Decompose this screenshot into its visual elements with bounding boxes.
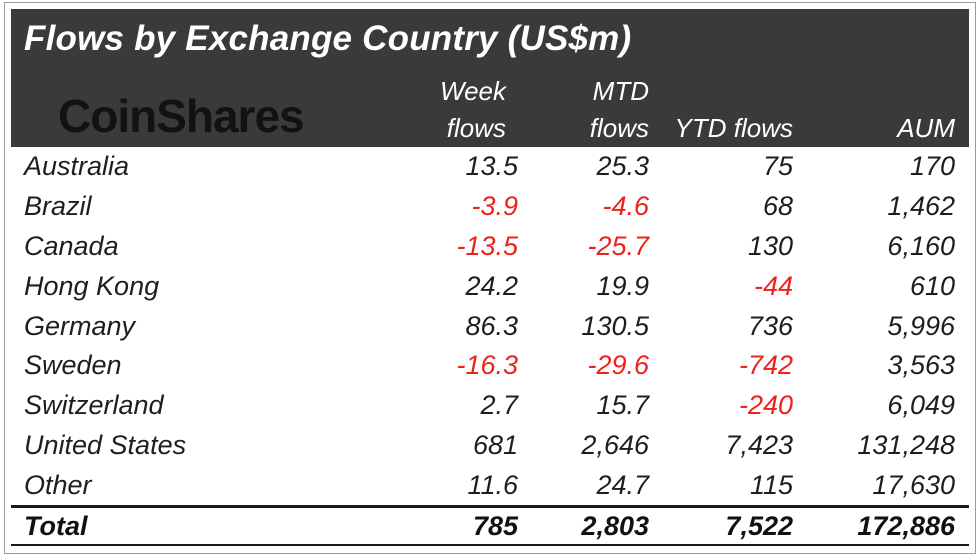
cell-mtd: -4.6: [602, 191, 649, 222]
column-header-line: AUM: [897, 113, 955, 143]
cell-mtd: -25.7: [587, 230, 649, 261]
cell-week: -16.3: [456, 350, 518, 381]
column-header-week-flows: Week flows: [368, 63, 518, 147]
cell-aum: 6,049: [887, 390, 955, 421]
cell-country: Australia: [24, 151, 130, 182]
total-ytd-flows: 7,522: [725, 510, 793, 541]
column-header-line: YTD flows: [674, 113, 793, 143]
total-week-flows: 785: [472, 510, 518, 541]
cell-aum: 170: [909, 151, 955, 182]
coinshares-logo: CoinShares: [58, 90, 305, 142]
cell-country: Other: [24, 469, 92, 500]
table-row: Sweden -16.3 -29.6 -742 3,563: [11, 346, 969, 386]
cell-country: Sweden: [24, 350, 122, 381]
cell-ytd: 7,423: [725, 429, 793, 460]
column-header-row: CoinShares Week flows MTD flows YTD flow…: [11, 63, 969, 147]
page-title: Flows by Exchange Country (US$m): [24, 19, 632, 58]
table-row: Canada -13.5 -25.7 130 6,160: [11, 227, 969, 267]
cell-country: United States: [24, 429, 187, 460]
cell-week: 86.3: [465, 310, 518, 341]
cell-ytd: 115: [749, 469, 793, 500]
cell-aum: 5,996: [887, 310, 955, 341]
table-body: Australia 13.5 25.3 75 170 Brazil -3.9 -4.6 68 1,…: [11, 147, 969, 505]
cell-ytd: -742: [738, 350, 793, 381]
cell-mtd: -29.6: [587, 350, 649, 381]
cell-ytd: 68: [762, 191, 793, 222]
cell-week: -3.9: [471, 191, 518, 222]
cell-country: Germany: [24, 310, 136, 341]
cell-mtd: 15.7: [596, 390, 649, 421]
cell-ytd: 130: [747, 230, 793, 261]
cell-country: Hong Kong: [24, 270, 160, 301]
cell-week: 2.7: [480, 390, 518, 421]
total-row: Total 785 2,803 7,522 172,886: [11, 505, 969, 546]
cell-ytd: -240: [738, 390, 793, 421]
cell-mtd: 19.9: [596, 270, 649, 301]
cell-aum: 1,462: [887, 191, 955, 222]
total-aum: 172,886: [857, 510, 955, 541]
cell-week: 13.5: [465, 151, 518, 182]
column-header-line: Week: [440, 76, 506, 106]
cell-aum: 3,563: [887, 350, 955, 381]
column-header-aum: AUM: [793, 63, 955, 147]
cell-aum: 131,248: [857, 429, 955, 460]
report-card: Flows by Exchange Country (US$m) CoinSha…: [4, 2, 976, 554]
table-row: Switzerland 2.7 15.7 -240 6,049: [11, 386, 969, 426]
cell-week: 681: [472, 429, 518, 460]
table-row: Hong Kong 24.2 19.9 -44 610: [11, 266, 969, 306]
total-label: Total: [24, 510, 88, 541]
cell-ytd: -44: [753, 270, 793, 301]
table-row: Brazil -3.9 -4.6 68 1,462: [11, 187, 969, 227]
cell-mtd: 2,646: [581, 429, 649, 460]
cell-mtd: 25.3: [596, 151, 649, 182]
table-row: Other 11.6 24.7 115 17,630: [11, 465, 969, 505]
table-row: United States 681 2,646 7,423 131,248: [11, 425, 969, 465]
cell-aum: 17,630: [872, 469, 955, 500]
table-header-band: Flows by Exchange Country (US$m) CoinSha…: [11, 9, 969, 147]
column-header-line: flows: [589, 113, 649, 143]
cell-aum: 610: [909, 270, 955, 301]
column-header-ytd-flows: YTD flows: [649, 63, 793, 147]
cell-ytd: 75: [762, 151, 793, 182]
cell-ytd: 736: [747, 310, 793, 341]
column-header-line: flows: [446, 113, 506, 143]
column-header-mtd-flows: MTD flows: [518, 63, 649, 147]
table-row: Germany 86.3 130.5 736 5,996: [11, 306, 969, 346]
cell-week: 11.6: [467, 469, 518, 500]
table-row: Australia 13.5 25.3 75 170: [11, 147, 969, 187]
cell-week: 24.2: [465, 270, 518, 301]
cell-week: -13.5: [456, 230, 518, 261]
cell-mtd: 24.7: [596, 469, 649, 500]
cell-country: Switzerland: [24, 390, 164, 421]
cell-country: Brazil: [24, 191, 92, 222]
cell-country: Canada: [24, 230, 119, 261]
total-mtd-flows: 2,803: [581, 510, 649, 541]
logo-cell: CoinShares: [11, 63, 368, 147]
cell-aum: 6,160: [887, 230, 955, 261]
column-header-line: MTD: [592, 76, 649, 106]
cell-mtd: 130.5: [581, 310, 649, 341]
